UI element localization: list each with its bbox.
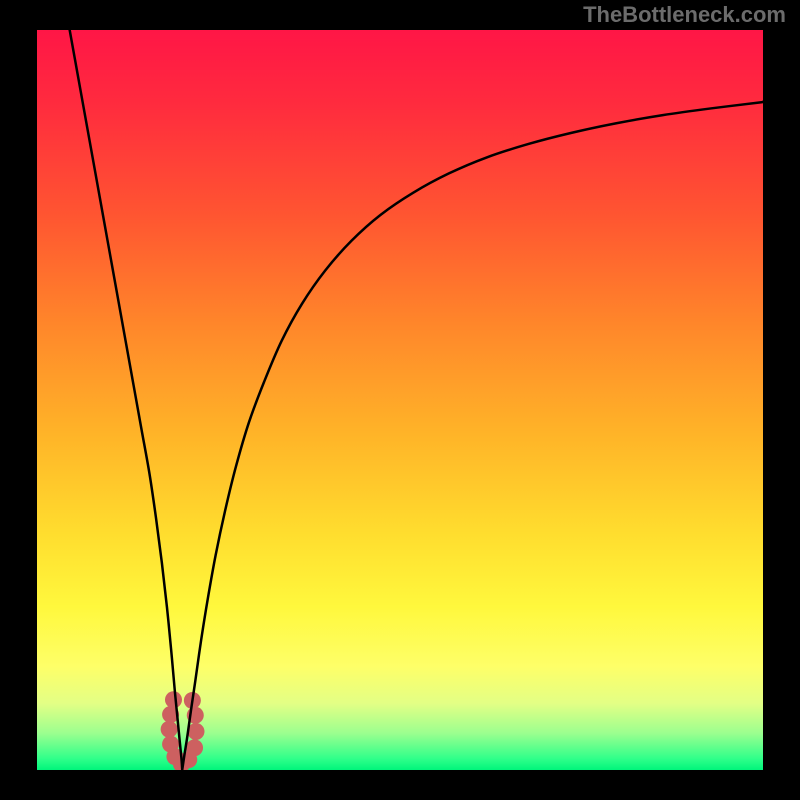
marker-dot <box>186 739 203 756</box>
bottleneck-chart: TheBottleneck.com <box>0 0 800 800</box>
plot-area <box>37 30 763 770</box>
marker-dot <box>165 691 182 708</box>
gradient-background <box>37 30 763 770</box>
plot-svg <box>37 30 763 770</box>
watermark-text: TheBottleneck.com <box>583 2 786 28</box>
marker-dot <box>161 721 178 738</box>
